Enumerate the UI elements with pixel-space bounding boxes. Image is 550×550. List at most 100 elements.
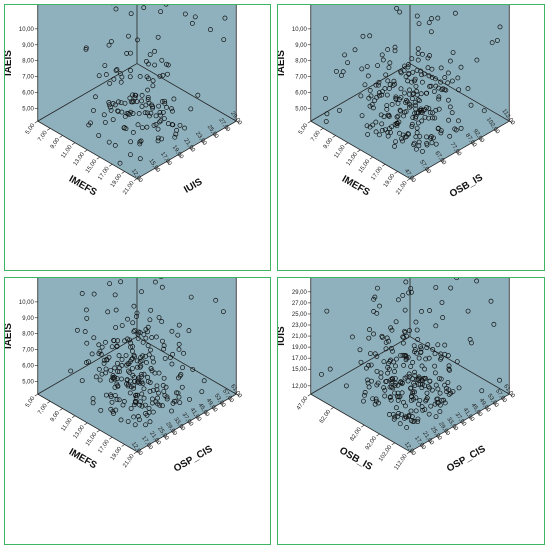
data-point (413, 134, 419, 140)
data-point (222, 15, 228, 21)
data-point (108, 368, 114, 373)
data-point (382, 387, 388, 393)
data-point (372, 401, 378, 407)
data-point (406, 413, 412, 418)
data-point (394, 114, 400, 120)
data-point (130, 320, 136, 326)
data-point (137, 74, 143, 79)
data-point (139, 92, 145, 98)
data-point (128, 406, 134, 411)
data-point (420, 376, 426, 382)
data-point (161, 346, 167, 352)
right-axis-tick (201, 141, 205, 144)
right-axis-tick (166, 161, 170, 164)
data-point (140, 381, 146, 386)
data-point (390, 82, 396, 88)
data-point (401, 68, 407, 74)
data-point (130, 348, 135, 354)
left-axis-tick-label: 13,00 (73, 151, 87, 167)
left-axis-tick-label: 11,00 (60, 417, 74, 433)
data-point (420, 378, 426, 384)
data-point (381, 359, 387, 365)
vertical-axis-tick-label: 27,00 (292, 301, 308, 307)
data-point (458, 125, 464, 131)
data-point (358, 359, 364, 365)
data-point (118, 279, 124, 285)
data-point (491, 321, 497, 327)
left-axis-tick (84, 422, 88, 426)
data-point (410, 115, 416, 120)
data-point (479, 388, 485, 394)
left-axis-tick (59, 135, 63, 138)
data-point (350, 334, 355, 340)
data-point (154, 383, 160, 389)
data-point (101, 357, 107, 363)
data-point (133, 393, 138, 398)
data-point (392, 390, 397, 396)
data-point (140, 353, 145, 359)
right-axis-tick (470, 143, 475, 146)
data-point (408, 286, 414, 291)
data-point (108, 107, 114, 113)
data-point (372, 351, 378, 357)
data-point (113, 68, 119, 73)
data-point (164, 394, 170, 400)
data-point (379, 52, 385, 58)
data-point (357, 347, 363, 353)
data-point (376, 79, 382, 85)
data-point (112, 384, 118, 390)
data-point (148, 347, 153, 353)
data-point (91, 291, 97, 297)
data-point (456, 385, 462, 391)
data-point (164, 396, 170, 402)
data-point (408, 364, 414, 369)
data-point (440, 315, 446, 321)
data-point (392, 48, 398, 54)
data-point (98, 351, 104, 357)
data-point (432, 370, 438, 376)
data-point (436, 376, 442, 381)
data-point (169, 408, 174, 414)
left-axis-tick (96, 429, 100, 433)
data-point (414, 125, 420, 131)
data-point (134, 310, 140, 316)
vertical-axis-tick-label: 7,00 (295, 75, 307, 81)
data-point (117, 369, 122, 375)
data-point (116, 99, 121, 105)
data-point (384, 92, 390, 98)
data-point (386, 338, 392, 344)
data-point (170, 351, 176, 357)
data-point (105, 309, 111, 315)
data-point (415, 46, 421, 52)
data-point (384, 106, 390, 112)
data-point (433, 323, 439, 329)
data-point (386, 366, 392, 372)
data-point (405, 378, 411, 384)
data-point (144, 74, 150, 80)
data-point (157, 73, 163, 79)
right-axis-tick (236, 120, 240, 124)
data-point (401, 113, 406, 119)
data-point (359, 66, 365, 72)
data-point (406, 91, 412, 97)
data-point (368, 362, 374, 368)
data-point (162, 356, 168, 361)
data-point (445, 80, 451, 86)
data-point (139, 289, 144, 295)
plot-back-left-wall (310, 278, 411, 395)
left-axis-tick-label: 13,00 (346, 151, 360, 167)
data-point (385, 112, 391, 118)
data-point (393, 380, 399, 386)
data-point (423, 356, 429, 362)
data-point (385, 78, 391, 84)
data-point (84, 360, 89, 365)
data-point (324, 111, 330, 117)
data-point (416, 355, 422, 361)
data-point (364, 365, 369, 371)
left-axis-tick (34, 393, 38, 397)
data-point (415, 337, 421, 342)
left-axis-tick-label: 5,00 (25, 122, 37, 135)
data-point (435, 342, 441, 348)
data-point (392, 376, 398, 381)
data-point (442, 400, 448, 406)
